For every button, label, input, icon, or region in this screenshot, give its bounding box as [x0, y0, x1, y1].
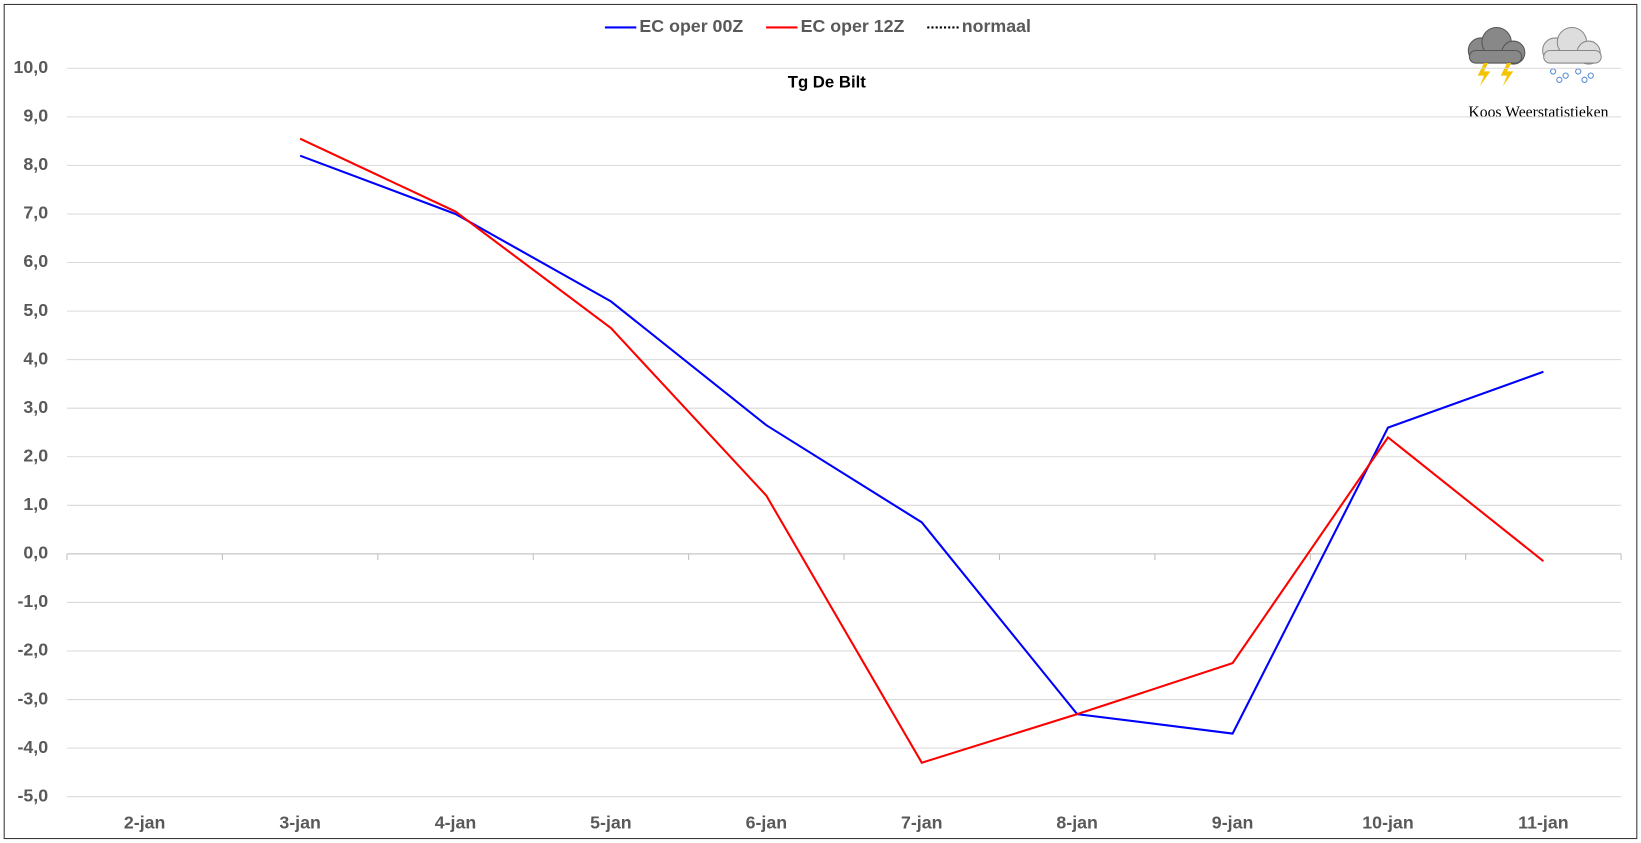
x-tick-label: 8-jan	[1056, 813, 1098, 833]
chart-title: Tg De Bilt	[788, 72, 867, 91]
y-tick-label: 6,0	[23, 251, 48, 271]
y-tick-label: -5,0	[18, 785, 49, 805]
x-tick-label: 9-jan	[1212, 813, 1254, 833]
weather-icons	[1467, 26, 1602, 87]
y-tick-label: 5,0	[23, 300, 48, 320]
y-tick-label: 8,0	[23, 154, 48, 174]
y-tick-label: -3,0	[18, 688, 49, 708]
y-tick-label: 2,0	[23, 445, 48, 465]
legend-label: normaal	[962, 16, 1031, 36]
series-line	[299, 137, 1545, 764]
y-tick-label: 9,0	[23, 106, 48, 126]
x-tick-label: 3-jan	[279, 813, 321, 833]
y-tick-label: -2,0	[18, 640, 49, 660]
y-tick-label: 0,0	[23, 543, 48, 563]
y-tick-label: 7,0	[23, 203, 48, 223]
series-line	[299, 154, 1544, 735]
x-tick-label: 2-jan	[124, 813, 166, 833]
y-tick-label: 1,0	[23, 494, 48, 514]
x-tick-label: 4-jan	[435, 813, 477, 833]
watermark: Koos Weerstatistieken	[1468, 104, 1608, 121]
legend-label: EC oper 12Z	[801, 16, 905, 36]
x-tick-label: 10-jan	[1362, 813, 1413, 833]
legend-label: EC oper 00Z	[639, 16, 743, 36]
x-tick-label: 7-jan	[901, 813, 943, 833]
x-tick-label: 5-jan	[590, 813, 632, 833]
y-tick-label: 10,0	[14, 57, 49, 77]
y-tick-label: 4,0	[23, 348, 48, 368]
y-tick-label: -1,0	[18, 591, 49, 611]
y-tick-label: 3,0	[23, 397, 48, 417]
x-tick-label: 11-jan	[1518, 813, 1568, 833]
y-tick-label: -4,0	[18, 737, 49, 757]
chart-border	[3, 3, 1638, 840]
x-tick-label: 6-jan	[746, 813, 788, 833]
